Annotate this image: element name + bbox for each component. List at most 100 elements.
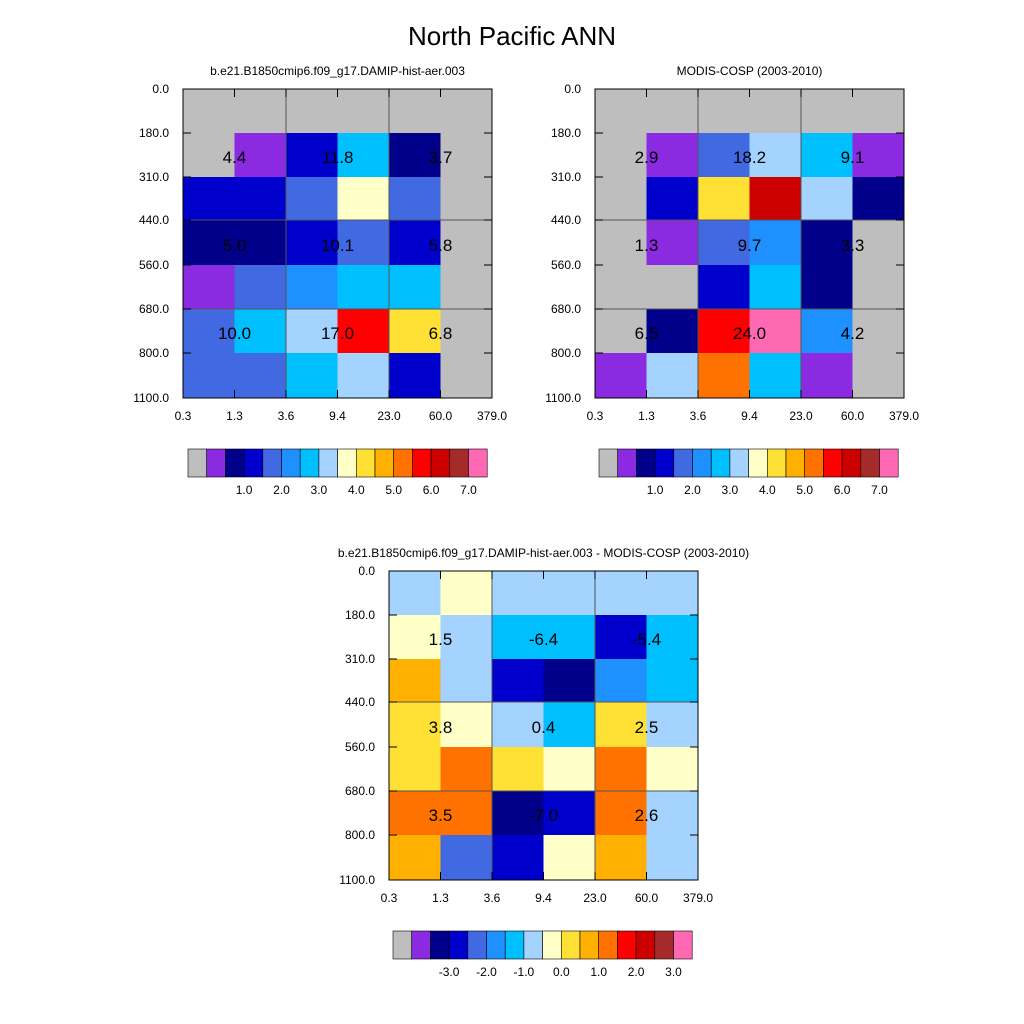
panel-title: b.e21.B1850cmip6.f09_g17.DAMIP-hist-aer.…	[338, 546, 749, 560]
colorbar-label: 5.0	[796, 483, 813, 497]
x-tick-label: 0.3	[381, 891, 398, 905]
heatmap-cell	[440, 615, 493, 660]
heatmap-cell	[440, 220, 493, 266]
heatmap-cell	[646, 747, 699, 792]
cell-value-label: 6.8	[429, 324, 453, 343]
heatmap-cell	[183, 89, 235, 134]
cell-value-label: 1.5	[429, 630, 453, 649]
x-tick-label: 23.0	[789, 409, 813, 423]
cell-value-label: 18.2	[733, 148, 766, 167]
heatmap-cell	[852, 353, 905, 399]
colorbar-swatch	[598, 930, 618, 960]
heatmap-cell	[543, 702, 596, 748]
heatmap-cell	[595, 265, 647, 310]
colorbar-swatch	[692, 448, 712, 478]
colorbar-swatch	[804, 448, 824, 478]
cell-value-label: 9.1	[841, 148, 865, 167]
colorbar-swatch	[560, 930, 581, 960]
cell-value-label: 10.1	[321, 236, 354, 255]
heatmap-panel-1: b.e21.B1850cmip6.f09_g17.DAMIP-hist-aer.…	[133, 64, 507, 497]
heatmap-cell	[286, 309, 338, 354]
heatmap-cell	[440, 659, 493, 703]
y-tick-label: 0.0	[564, 82, 581, 96]
colorbar-swatch	[673, 448, 693, 478]
colorbar-swatch	[187, 448, 208, 478]
heatmap-cell	[286, 133, 338, 178]
colorbar-swatch	[243, 448, 264, 478]
heatmap-cell	[492, 571, 544, 616]
colorbar-label: 5.0	[385, 483, 402, 497]
colorbar-label: 1.0	[590, 965, 607, 979]
colorbar-label: 3.0	[311, 483, 328, 497]
colorbar-label: 6.0	[834, 483, 851, 497]
heatmap-cell	[389, 353, 441, 399]
colorbar-swatch	[710, 448, 731, 478]
heatmap-cell	[595, 571, 647, 616]
heatmap-cell	[440, 265, 493, 310]
heatmap-cell	[801, 220, 853, 266]
heatmap-cell	[543, 571, 596, 616]
heatmap-cell	[389, 571, 441, 616]
heatmap-cell	[389, 659, 441, 703]
heatmap-cell	[234, 353, 287, 399]
x-tick-label: 9.4	[535, 891, 552, 905]
y-tick-label: 1100.0	[133, 391, 169, 405]
heatmap-cell	[646, 220, 699, 266]
x-tick-label: 9.4	[741, 409, 758, 423]
heatmap-cell	[698, 265, 750, 310]
colorbar-label: 2.0	[628, 965, 645, 979]
y-tick-label: 680.0	[551, 302, 581, 316]
heatmap-cell	[234, 133, 287, 178]
x-tick-label: 3.6	[690, 409, 707, 423]
y-tick-label: 680.0	[139, 302, 169, 316]
x-tick-label: 9.4	[329, 409, 346, 423]
heatmap-cell	[183, 177, 235, 221]
heatmap-cell	[749, 353, 802, 399]
heatmap-cell	[595, 177, 647, 221]
heatmap-cell	[183, 265, 235, 310]
colorbar-label: 7.0	[871, 483, 888, 497]
heatmap-cell	[646, 791, 699, 836]
heatmap-cell	[286, 265, 338, 310]
heatmap-cell	[492, 659, 544, 703]
heatmap-cell	[337, 133, 390, 178]
x-tick-label: 60.0	[841, 409, 865, 423]
heatmap-cell	[389, 309, 441, 354]
heatmap-cell	[646, 133, 699, 178]
heatmap-cell	[852, 265, 905, 310]
colorbar-swatch	[430, 930, 450, 960]
colorbar-swatch	[448, 930, 469, 960]
cell-value-label: 4.2	[841, 324, 865, 343]
colorbar-swatch	[823, 448, 843, 478]
colorbar-swatch	[636, 448, 656, 478]
colorbar-label: 6.0	[423, 483, 440, 497]
colorbar-swatch	[523, 930, 543, 960]
colorbar-swatch	[486, 930, 506, 960]
colorbar: 1.0 2.0 3.0 4.0 5.0 6.0 7.0	[598, 448, 899, 497]
heatmap-cell	[389, 615, 441, 660]
heatmap-cell	[698, 353, 750, 399]
heatmap-cell	[698, 309, 750, 354]
heatmap-cell	[440, 353, 493, 399]
colorbar-label: 7.0	[460, 483, 477, 497]
heatmap-cell	[440, 177, 493, 221]
colorbar: 1.0 2.0 3.0 4.0 5.0 6.0 7.0	[187, 448, 488, 497]
colorbar-label: 4.0	[348, 483, 365, 497]
x-tick-label: 1.3	[638, 409, 655, 423]
heatmap-cell	[595, 353, 647, 399]
heatmap-cell	[440, 133, 493, 178]
x-tick-label: 379.0	[889, 409, 919, 423]
colorbar-label: -2.0	[476, 965, 497, 979]
colorbar-swatch	[430, 448, 451, 478]
colorbar-swatch	[225, 448, 245, 478]
heatmap-cell	[183, 353, 235, 399]
heatmap-cell	[749, 220, 802, 266]
heatmap-cell	[852, 89, 905, 134]
y-tick-label: 310.0	[551, 170, 581, 184]
heatmap-cell	[234, 265, 287, 310]
heatmap-cell	[286, 220, 338, 266]
y-tick-label: 440.0	[345, 695, 375, 709]
heatmap-cell	[492, 835, 544, 881]
heatmap-cell	[389, 89, 441, 134]
